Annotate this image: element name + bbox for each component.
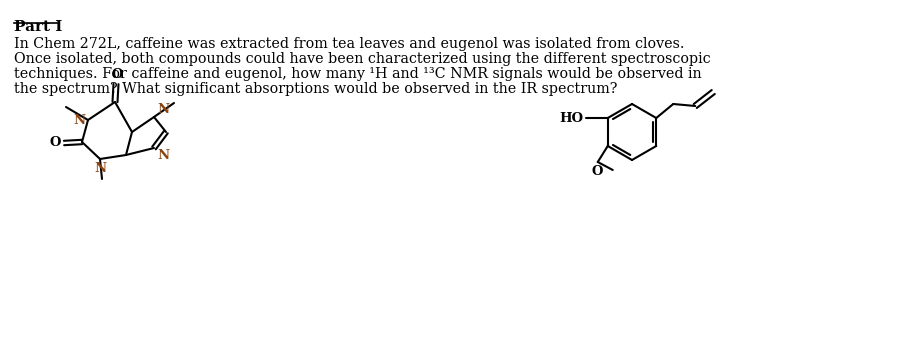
Text: O: O [591,165,602,178]
Text: N: N [157,103,169,116]
Text: N: N [94,162,106,175]
Text: O: O [112,68,123,81]
Text: N: N [73,114,85,127]
Text: HO: HO [560,111,584,124]
Text: techniques. For caffeine and eugenol, how many ¹H and ¹³C NMR signals would be o: techniques. For caffeine and eugenol, ho… [14,67,702,81]
Text: In Chem 272L, caffeine was extracted from tea leaves and eugenol was isolated fr: In Chem 272L, caffeine was extracted fro… [14,37,684,51]
Text: Once isolated, both compounds could have been characterized using the different : Once isolated, both compounds could have… [14,52,711,66]
Text: O: O [49,136,61,149]
Text: Part I: Part I [14,20,63,34]
Text: the spectrum? What significant absorptions would be observed in the IR spectrum?: the spectrum? What significant absorptio… [14,82,618,96]
Text: N: N [157,149,169,162]
